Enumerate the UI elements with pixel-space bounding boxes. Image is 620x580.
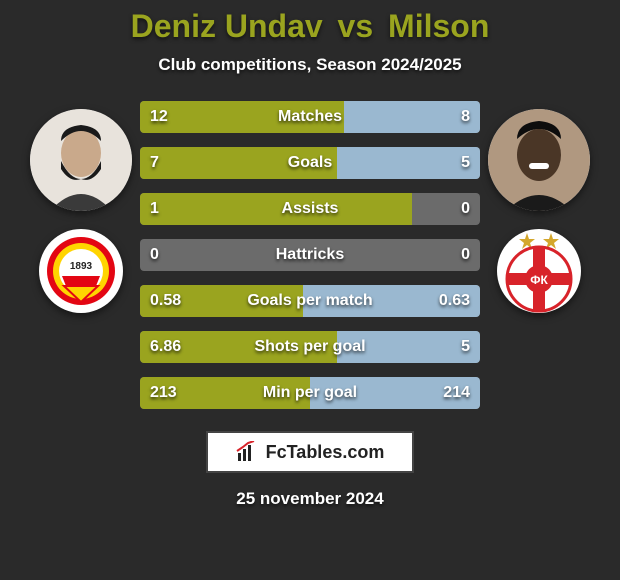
page-title: Deniz Undav vs Milson [131,8,490,45]
player2-avatar [488,109,590,211]
left-side: 1893 [30,109,132,313]
stat-row: 6.865Shots per goal [140,331,480,363]
stat-row: 0.580.63Goals per match [140,285,480,317]
player2-crest: ФК [497,229,581,313]
title-player1: Deniz Undav [131,8,323,44]
footer-date: 25 november 2024 [236,489,383,509]
stat-label: Assists [140,193,480,225]
stat-label: Matches [140,101,480,133]
comparison-panel: 1893 128Matches 75Goals 10Assists 00Hattric… [0,101,620,409]
stat-label: Hattricks [140,239,480,271]
svg-text:1893: 1893 [70,261,93,272]
stat-row: 75Goals [140,147,480,179]
player1-avatar [30,109,132,211]
stat-label: Goals [140,147,480,179]
stat-label: Min per goal [140,377,480,409]
stat-label: Shots per goal [140,331,480,363]
stat-label: Goals per match [140,285,480,317]
svg-text:ФК: ФК [530,273,548,287]
footer-logo: FcTables.com [206,431,415,473]
chart-icon [236,441,258,463]
right-side: ФК [488,109,590,313]
stat-row: 128Matches [140,101,480,133]
title-vs: vs [338,8,374,44]
subtitle: Club competitions, Season 2024/2025 [158,55,461,75]
stat-row: 10Assists [140,193,480,225]
player1-crest: 1893 [39,229,123,313]
stat-row: 213214Min per goal [140,377,480,409]
stat-row: 00Hattricks [140,239,480,271]
title-player2: Milson [388,8,489,44]
footer-logo-text: FcTables.com [266,442,385,463]
stats-bars: 128Matches 75Goals 10Assists 00Hattricks 0.5… [140,101,480,409]
